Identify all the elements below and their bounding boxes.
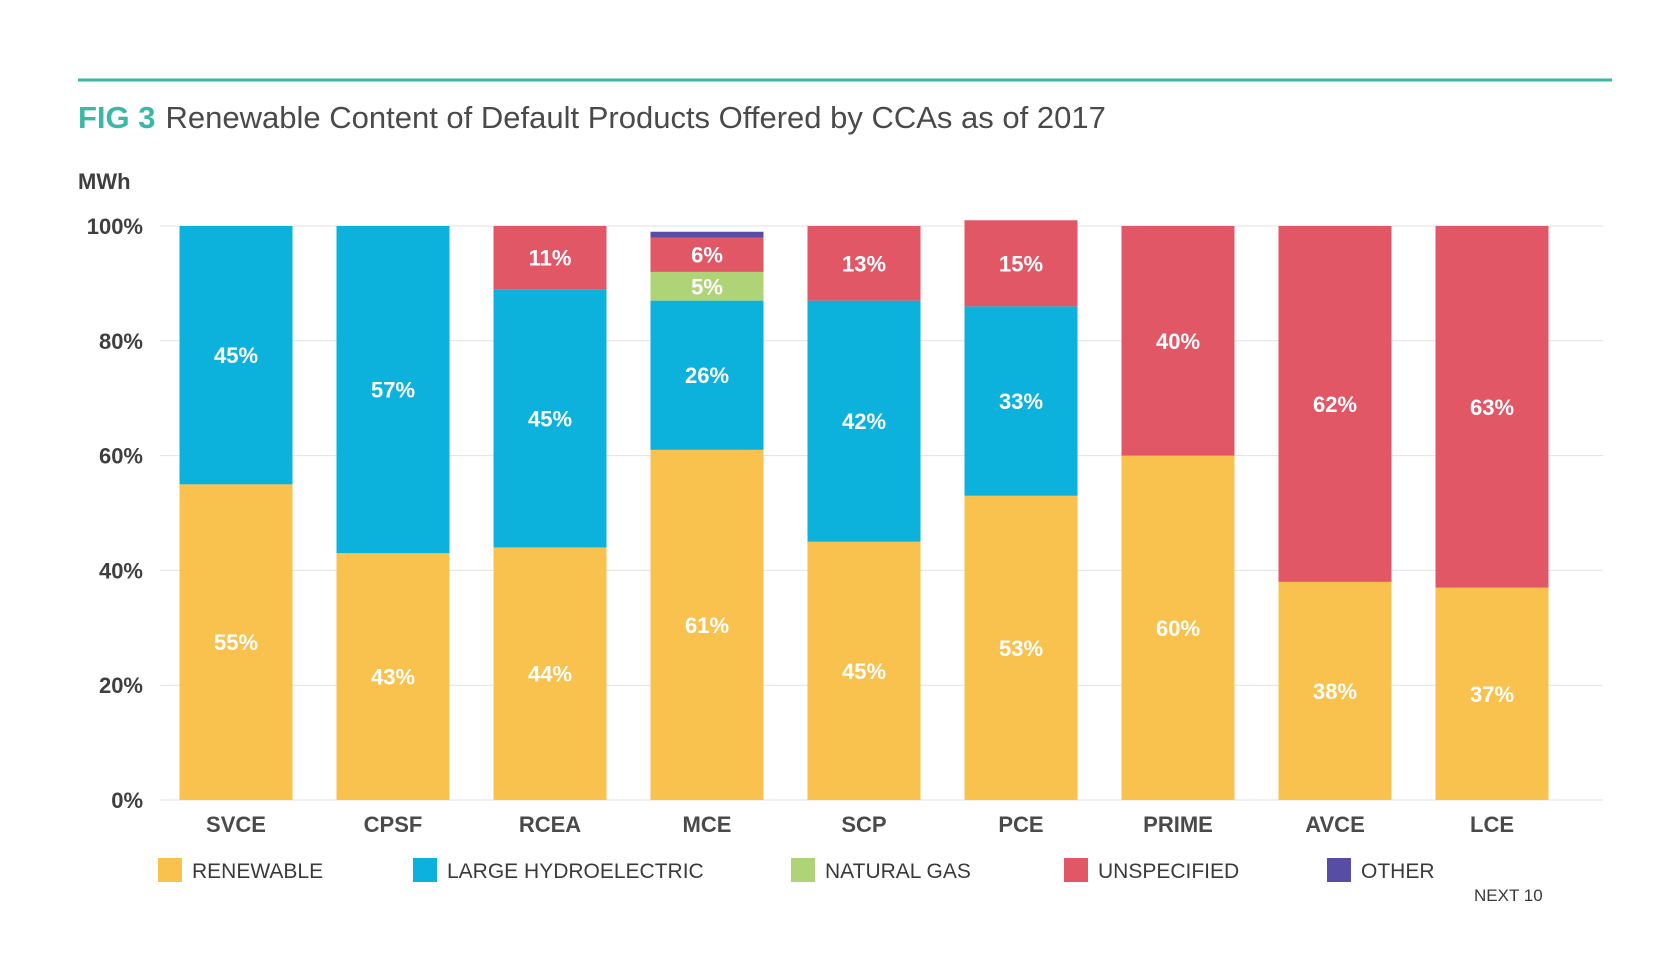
bar-segment-renewable	[1435, 587, 1549, 800]
legend-swatch-large-hydroelectric	[413, 858, 437, 882]
bar-segment-large-hydroelectric	[650, 300, 764, 450]
x-category-label: SCP	[841, 812, 886, 837]
bar-segment-unspecified	[1121, 226, 1235, 456]
bar-segment-unspecified	[964, 220, 1078, 307]
legend-swatch-renewable	[158, 858, 182, 882]
y-tick-label: 20%	[99, 673, 143, 698]
bar-segment-renewable	[1121, 455, 1235, 800]
x-category-label: PRIME	[1143, 812, 1213, 837]
legend-label: NATURAL GAS	[825, 860, 971, 883]
bar-segment-renewable	[1278, 581, 1392, 800]
y-tick-label: 60%	[99, 444, 143, 469]
data-label: 62%	[1313, 392, 1357, 417]
legend-swatch-natural-gas	[791, 858, 815, 882]
legend-label: RENEWABLE	[192, 860, 323, 883]
legend: RENEWABLE LARGE HYDROELECTRIC NATURAL GAS U…	[158, 858, 1435, 883]
bar-segment-large-hydroelectric	[493, 289, 607, 548]
x-category-label: LCE	[1470, 812, 1514, 837]
data-label: 43%	[371, 665, 415, 690]
y-tick-label: 80%	[99, 329, 143, 354]
data-label: 45%	[214, 343, 258, 368]
bar-segment-renewable	[179, 484, 293, 800]
chart-title: Renewable Content of Default Products Of…	[166, 100, 1106, 135]
data-label: 61%	[685, 613, 729, 638]
bar-segment-large-hydroelectric	[807, 300, 921, 542]
y-tick-label: 40%	[99, 558, 143, 583]
x-category-label: CPSF	[364, 812, 423, 837]
bar-segment-unspecified	[650, 237, 764, 272]
bars	[179, 220, 1549, 800]
data-label: 55%	[214, 630, 258, 655]
data-label: 57%	[371, 378, 415, 403]
bar-segment-unspecified	[1278, 226, 1392, 582]
x-category-label: SVCE	[206, 812, 266, 837]
data-label: 37%	[1470, 682, 1514, 707]
data-label: 33%	[999, 389, 1043, 414]
y-tick-label: 100%	[87, 214, 143, 239]
y-axis-unit-label: MWh	[78, 169, 131, 194]
legend-swatch-other	[1327, 858, 1351, 882]
data-labels: 55% 45% 43% 57% 44% 45% 11% 61% 26% 5% 6% 45% 42% 13%…	[214, 243, 1514, 707]
bar-segment-large-hydroelectric	[179, 226, 293, 485]
figure-label: FIG 3	[78, 100, 156, 135]
data-label: 5%	[691, 274, 723, 299]
legend-label: UNSPECIFIED	[1098, 860, 1239, 883]
data-label: 44%	[528, 662, 572, 687]
data-label: 53%	[999, 636, 1043, 661]
bar-segment-other	[650, 231, 764, 238]
data-label: 6%	[691, 243, 723, 268]
data-label: 15%	[999, 251, 1043, 276]
x-category-label: PCE	[998, 812, 1043, 837]
legend-swatch-unspecified	[1064, 858, 1088, 882]
data-label: 38%	[1313, 679, 1357, 704]
bar-segment-unspecified	[1435, 226, 1549, 588]
bar-segment-renewable	[807, 541, 921, 800]
bar-segment-renewable	[336, 553, 450, 800]
data-label: 60%	[1156, 616, 1200, 641]
figure-title: FIG 3 Renewable Content of Default Produc…	[78, 100, 1106, 135]
bar-segment-renewable	[964, 495, 1078, 800]
legend-label: LARGE HYDROELECTRIC	[447, 860, 704, 883]
data-label: 11%	[529, 246, 572, 271]
bar-segment-renewable	[650, 449, 764, 800]
x-category-label: AVCE	[1305, 812, 1365, 837]
y-axis-ticks: 0% 20% 40% 60% 80% 100%	[87, 214, 143, 813]
legend-label: OTHER	[1361, 860, 1435, 883]
bar-segment-renewable	[493, 547, 607, 800]
data-label: 42%	[842, 409, 886, 434]
data-label: 40%	[1156, 329, 1200, 354]
data-label: 63%	[1470, 395, 1514, 420]
data-label: 45%	[528, 406, 572, 431]
bar-segment-natural-gas	[650, 271, 764, 301]
data-label: 13%	[842, 251, 886, 276]
bar-segment-large-hydroelectric	[964, 306, 1078, 496]
bar-segment-unspecified	[807, 226, 921, 301]
data-label: 45%	[842, 659, 886, 684]
bar-segment-unspecified	[493, 226, 607, 290]
y-tick-label: 0%	[111, 788, 143, 813]
data-label: 26%	[685, 363, 729, 388]
x-category-label: RCEA	[519, 812, 581, 837]
x-category-label: MCE	[683, 812, 732, 837]
x-axis-categories: SVCE CPSF RCEA MCE SCP PCE PRIME AVCE LCE	[206, 812, 1514, 837]
bar-segment-large-hydroelectric	[336, 226, 450, 554]
source-note: NEXT 10	[1474, 886, 1543, 905]
